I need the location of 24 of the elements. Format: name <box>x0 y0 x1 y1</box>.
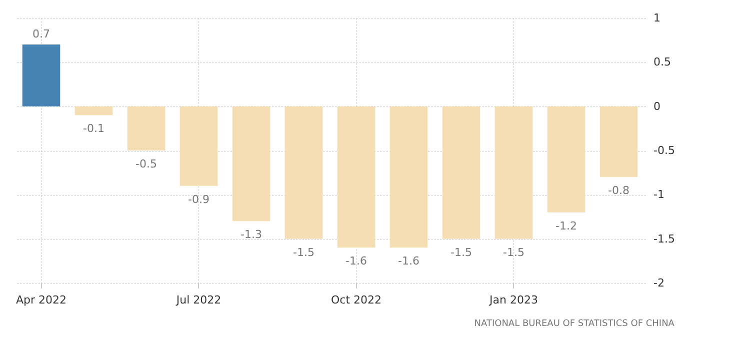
data-label: -0.9 <box>188 192 210 206</box>
x-tick-label: Oct 2022 <box>330 294 382 306</box>
data-label: 0.7 <box>32 28 50 40</box>
data-label: -1.2 <box>556 219 577 232</box>
y-tick-label: -0.5 <box>654 144 675 157</box>
data-label: -0.8 <box>608 184 630 197</box>
text: NATIONAL BUREAU OF STATISTICS OF CHINA <box>474 319 676 329</box>
y-tick-label: 1 <box>654 12 660 24</box>
data-label: -1.3 <box>240 228 262 242</box>
y-tick-label: 0.5 <box>654 56 671 69</box>
x-tick-label: Jul 2022 <box>175 294 222 306</box>
x-tick-label: Jan 2023 <box>488 294 538 306</box>
data-label: -1.5 <box>293 246 314 259</box>
data-label: -0.5 <box>136 158 157 170</box>
data-label: -1.6 <box>346 254 367 268</box>
y-tick-label: 0 <box>654 100 660 113</box>
y-tick-label: -1 <box>654 188 664 202</box>
data-label: -1.5 <box>503 246 524 259</box>
y-tick-label: -2 <box>654 276 664 290</box>
data-label: -1.6 <box>398 254 420 268</box>
data-label: -1.5 <box>450 246 472 259</box>
x-tick-label: Apr 2022 <box>16 294 67 306</box>
y-tick-label: -1.5 <box>654 232 675 246</box>
data-label: -0.1 <box>83 122 104 136</box>
